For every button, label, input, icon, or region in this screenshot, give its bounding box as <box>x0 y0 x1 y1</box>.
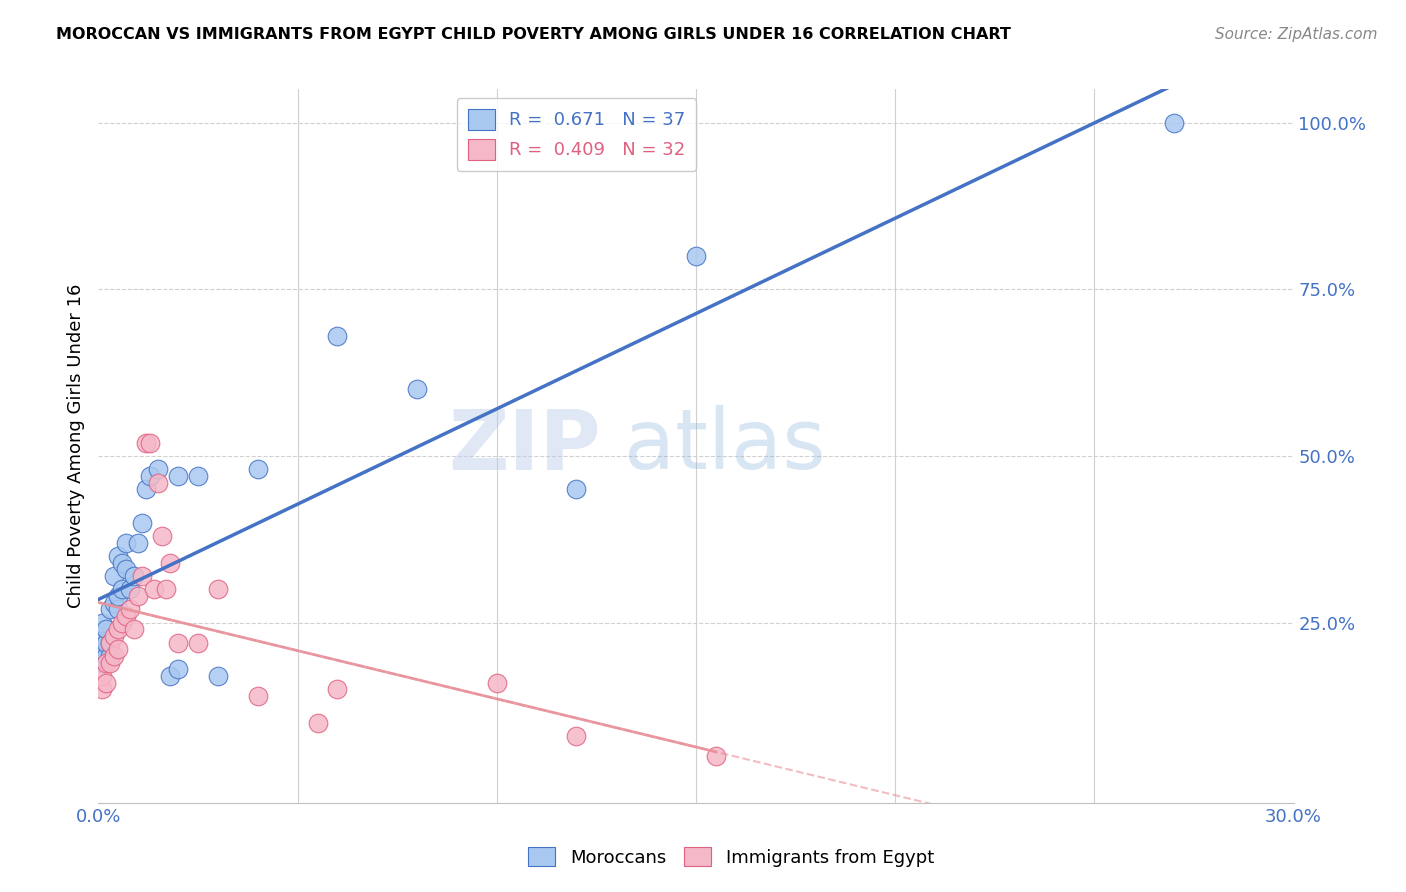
Point <box>91 615 114 630</box>
Point <box>485 675 508 690</box>
Point <box>167 636 190 650</box>
Point <box>115 562 138 576</box>
Point <box>107 642 129 657</box>
Point <box>124 569 146 583</box>
Point <box>131 516 153 530</box>
Point <box>103 569 125 583</box>
Point <box>103 649 125 664</box>
Point <box>307 715 329 730</box>
Point <box>187 636 209 650</box>
Point <box>107 602 129 616</box>
Point <box>704 749 727 764</box>
Point <box>107 549 129 563</box>
Point <box>131 569 153 583</box>
Point <box>565 483 588 497</box>
Point <box>111 615 134 630</box>
Point <box>96 675 118 690</box>
Point <box>127 535 149 549</box>
Point <box>120 602 142 616</box>
Point <box>207 669 229 683</box>
Point <box>155 582 177 597</box>
Point <box>120 582 142 597</box>
Point <box>100 656 122 670</box>
Point <box>159 556 181 570</box>
Point <box>326 329 349 343</box>
Point <box>115 609 138 624</box>
Y-axis label: Child Poverty Among Girls Under 16: Child Poverty Among Girls Under 16 <box>66 284 84 608</box>
Point <box>685 249 707 263</box>
Legend: R =  0.671   N = 37, R =  0.409   N = 32: R = 0.671 N = 37, R = 0.409 N = 32 <box>457 98 696 170</box>
Point <box>406 382 429 396</box>
Point <box>167 469 190 483</box>
Point <box>127 589 149 603</box>
Point <box>207 582 229 597</box>
Point <box>91 669 114 683</box>
Point <box>96 649 118 664</box>
Text: ZIP: ZIP <box>449 406 600 486</box>
Point <box>103 629 125 643</box>
Point <box>91 629 114 643</box>
Point <box>148 462 170 476</box>
Legend: Moroccans, Immigrants from Egypt: Moroccans, Immigrants from Egypt <box>522 840 941 874</box>
Point <box>1163 115 1185 129</box>
Point <box>91 682 114 697</box>
Point <box>246 462 269 476</box>
Point <box>246 689 269 703</box>
Point <box>96 656 118 670</box>
Point <box>187 469 209 483</box>
Point <box>326 682 349 697</box>
Point <box>167 662 190 676</box>
Point <box>111 556 134 570</box>
Point <box>100 636 122 650</box>
Point <box>150 529 173 543</box>
Point <box>91 656 114 670</box>
Point <box>111 582 134 597</box>
Point <box>100 602 122 616</box>
Point <box>100 636 122 650</box>
Point <box>103 596 125 610</box>
Point <box>139 469 162 483</box>
Point <box>96 636 118 650</box>
Point <box>148 475 170 490</box>
Point <box>139 435 162 450</box>
Text: atlas: atlas <box>624 406 825 486</box>
Point <box>100 649 122 664</box>
Point <box>107 589 129 603</box>
Point <box>159 669 181 683</box>
Point <box>135 483 157 497</box>
Point <box>565 729 588 743</box>
Text: MOROCCAN VS IMMIGRANTS FROM EGYPT CHILD POVERTY AMONG GIRLS UNDER 16 CORRELATION: MOROCCAN VS IMMIGRANTS FROM EGYPT CHILD … <box>56 27 1011 42</box>
Point <box>135 435 157 450</box>
Point <box>115 535 138 549</box>
Point <box>143 582 166 597</box>
Point <box>124 623 146 637</box>
Text: Source: ZipAtlas.com: Source: ZipAtlas.com <box>1215 27 1378 42</box>
Point <box>96 623 118 637</box>
Point <box>91 642 114 657</box>
Point <box>107 623 129 637</box>
